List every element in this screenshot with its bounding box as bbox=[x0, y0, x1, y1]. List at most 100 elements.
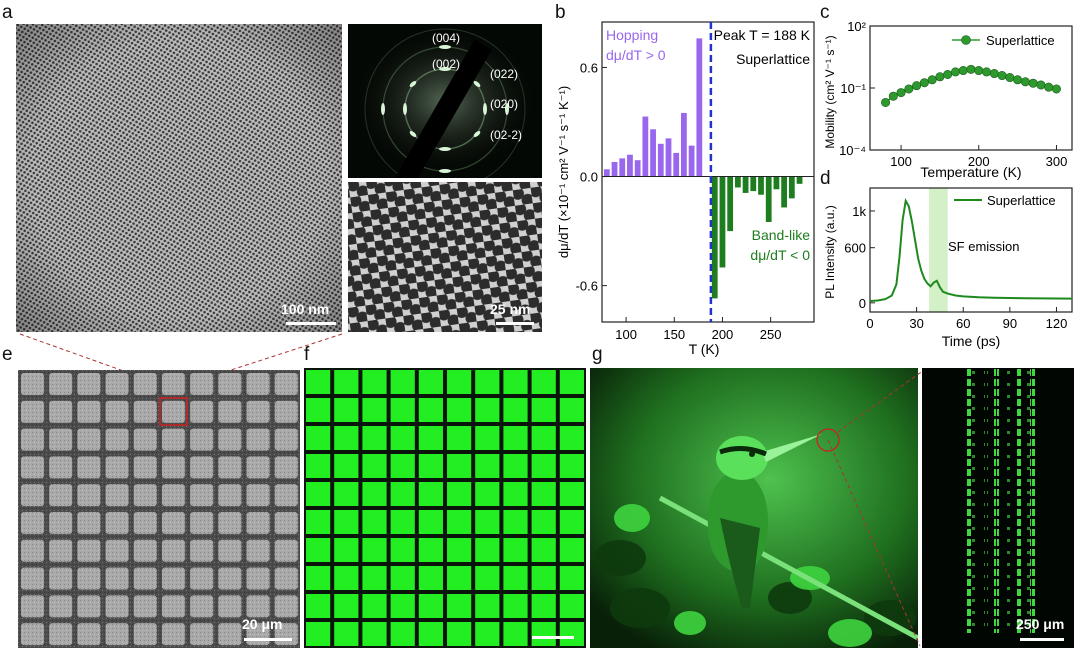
chart-d-shaded-region bbox=[929, 188, 948, 312]
chart-c-ytick-label: 10⁻¹ bbox=[840, 81, 866, 96]
chart-d-xtick-label: 120 bbox=[1046, 316, 1068, 331]
sem-grid-texture bbox=[18, 370, 300, 648]
chart-b-bar bbox=[773, 176, 780, 190]
chart-c-ylabel: Mobility (cm² V⁻¹ s⁻¹) bbox=[823, 35, 837, 148]
chart-b-frame bbox=[601, 21, 815, 323]
pixel-zoom-image: 250 μm bbox=[922, 368, 1074, 648]
diffraction-label-004: (004) bbox=[432, 31, 460, 45]
chart-b-xtick-label: 250 bbox=[760, 327, 782, 342]
chart-c-point bbox=[912, 81, 922, 91]
chart-b-bar bbox=[727, 176, 734, 232]
fluorescence-grid-image bbox=[304, 368, 586, 648]
diffraction-label-022: (022) bbox=[490, 67, 518, 81]
chart-c-point bbox=[1036, 80, 1046, 90]
chart-b-ytick-label: 0.6 bbox=[580, 60, 598, 75]
fluorescence-grid-texture bbox=[304, 368, 586, 648]
chart-b-bar bbox=[657, 143, 664, 177]
chart-b-bar bbox=[681, 112, 687, 177]
diffraction-label-002: (002) bbox=[432, 57, 460, 71]
chart-b-bar bbox=[781, 176, 788, 208]
chart-b-bar bbox=[688, 145, 695, 177]
chart-b-annotation-bandlike: Band-like bbox=[752, 227, 811, 243]
bird bbox=[707, 434, 822, 608]
chart-d-xtick-label: 0 bbox=[866, 316, 873, 331]
chart-b: -0.6 0.0 0.6 100 150 200 250 T (K) dμ/dT (×10… bbox=[556, 21, 815, 357]
panel-label-e: e bbox=[2, 344, 13, 365]
chart-b-xlabel: T (K) bbox=[689, 341, 720, 357]
tem-zoom-image: 25 nm bbox=[348, 182, 542, 332]
chart-c-point bbox=[966, 64, 976, 74]
chart-b-xtick-label: 100 bbox=[615, 327, 637, 342]
scalebar-line-main bbox=[286, 322, 336, 325]
chart-d-ytick-label: 0 bbox=[859, 296, 866, 311]
chart-b-bar bbox=[750, 176, 757, 192]
beam-stop bbox=[387, 39, 493, 178]
diffraction-label-020: (020) bbox=[490, 97, 518, 111]
chart-c-point bbox=[1028, 78, 1038, 88]
panel-label-b: b bbox=[555, 2, 566, 23]
chart-b-bar bbox=[634, 160, 641, 177]
chart-d-frame bbox=[869, 187, 1073, 313]
chart-c-point bbox=[1044, 82, 1054, 92]
chart-b-annotation-hopping-rule: dμ/dT > 0 bbox=[606, 47, 666, 63]
tem-zoom-texture bbox=[348, 182, 542, 332]
chart-c-point bbox=[927, 75, 937, 85]
chart-c-point bbox=[896, 88, 906, 98]
chart-c-legend-label: Superlattice bbox=[986, 33, 1055, 48]
panel-label-a: a bbox=[2, 2, 13, 23]
panel-label-g: g bbox=[592, 344, 603, 365]
chart-b-bar bbox=[642, 116, 649, 177]
zoom-connector-lines bbox=[19, 333, 343, 372]
chart-d: 0 600 1k 0 30 60 90 120 Superlattice SF emissi… bbox=[823, 187, 1073, 349]
chart-c-point bbox=[904, 84, 914, 94]
tem-main-texture bbox=[16, 24, 342, 332]
chart-d-xtick-label: 60 bbox=[956, 316, 970, 331]
chart-c-legend-marker bbox=[961, 35, 971, 45]
chart-c: 10⁻⁴ 10⁻¹ 10² 100 200 300 Superlattice Tempe… bbox=[823, 20, 1073, 180]
chart-c-point bbox=[974, 66, 984, 76]
chart-d-ylabel: PL Intensity (a.u.) bbox=[823, 205, 837, 299]
chart-b-bar bbox=[619, 158, 626, 177]
tem-main-image: 100 nm bbox=[16, 24, 342, 332]
chart-c-point bbox=[997, 71, 1007, 81]
chart-c-point bbox=[958, 66, 968, 76]
chart-b-bar bbox=[665, 138, 672, 177]
scalebar-label-g: 250 μm bbox=[1016, 616, 1065, 632]
chart-b-bar bbox=[788, 176, 795, 199]
chart-c-xtick-label: 100 bbox=[890, 154, 912, 169]
diffraction-label-02-2: (02-2) bbox=[490, 128, 522, 142]
chart-b-xtick-label: 150 bbox=[663, 327, 685, 342]
bird-zoom-connector bbox=[827, 369, 925, 647]
chart-c-point bbox=[1013, 75, 1023, 85]
chart-c-ytick-label: 10⁻⁴ bbox=[839, 143, 866, 158]
scalebar-label-zoom: 25 nm bbox=[490, 301, 531, 317]
chart-c-point bbox=[982, 67, 992, 77]
bird-display-drawing bbox=[590, 368, 918, 648]
chart-b-annotation-bandlike-rule: dμ/dT < 0 bbox=[750, 247, 810, 263]
diffraction-pattern-drawing: (004) (002) (022) (020) (02-2) bbox=[348, 24, 542, 178]
chart-d-xtick-label: 30 bbox=[909, 316, 923, 331]
chart-c-xlabel: Temperature (K) bbox=[920, 164, 1021, 180]
chart-b-annotation-peak: Peak T = 188 K bbox=[714, 27, 811, 43]
chart-b-ytick-label: 0.0 bbox=[580, 170, 598, 185]
chart-d-xtick-label: 90 bbox=[1003, 316, 1017, 331]
bird-display-image bbox=[590, 368, 918, 648]
pixel-zoom-drawing bbox=[966, 368, 1035, 633]
chart-b-bar bbox=[711, 176, 718, 299]
panel-label-d: d bbox=[820, 168, 831, 189]
panel-label-f: f bbox=[304, 344, 310, 365]
scalebar-line-g bbox=[1020, 638, 1064, 641]
chart-b-ylabel: dμ/dT (×10⁻¹ cm² V⁻¹ s⁻¹ K⁻¹) bbox=[556, 86, 571, 258]
branch bbox=[658, 495, 918, 641]
chart-b-bar bbox=[611, 162, 618, 177]
chart-b-bar bbox=[796, 176, 803, 184]
chart-b-annotation-series: Superlattice bbox=[736, 51, 810, 67]
chart-d-line bbox=[869, 197, 1073, 302]
chart-b-xtick-label: 200 bbox=[712, 327, 734, 342]
chart-c-xtick-label: 200 bbox=[968, 154, 990, 169]
chart-b-bar bbox=[719, 176, 726, 268]
panel-label-c: c bbox=[820, 2, 830, 23]
scalebar-line-e bbox=[244, 638, 292, 641]
chart-b-bar bbox=[603, 169, 610, 177]
diffraction-pattern-image: (004) (002) (022) (020) (02-2) bbox=[348, 24, 542, 178]
